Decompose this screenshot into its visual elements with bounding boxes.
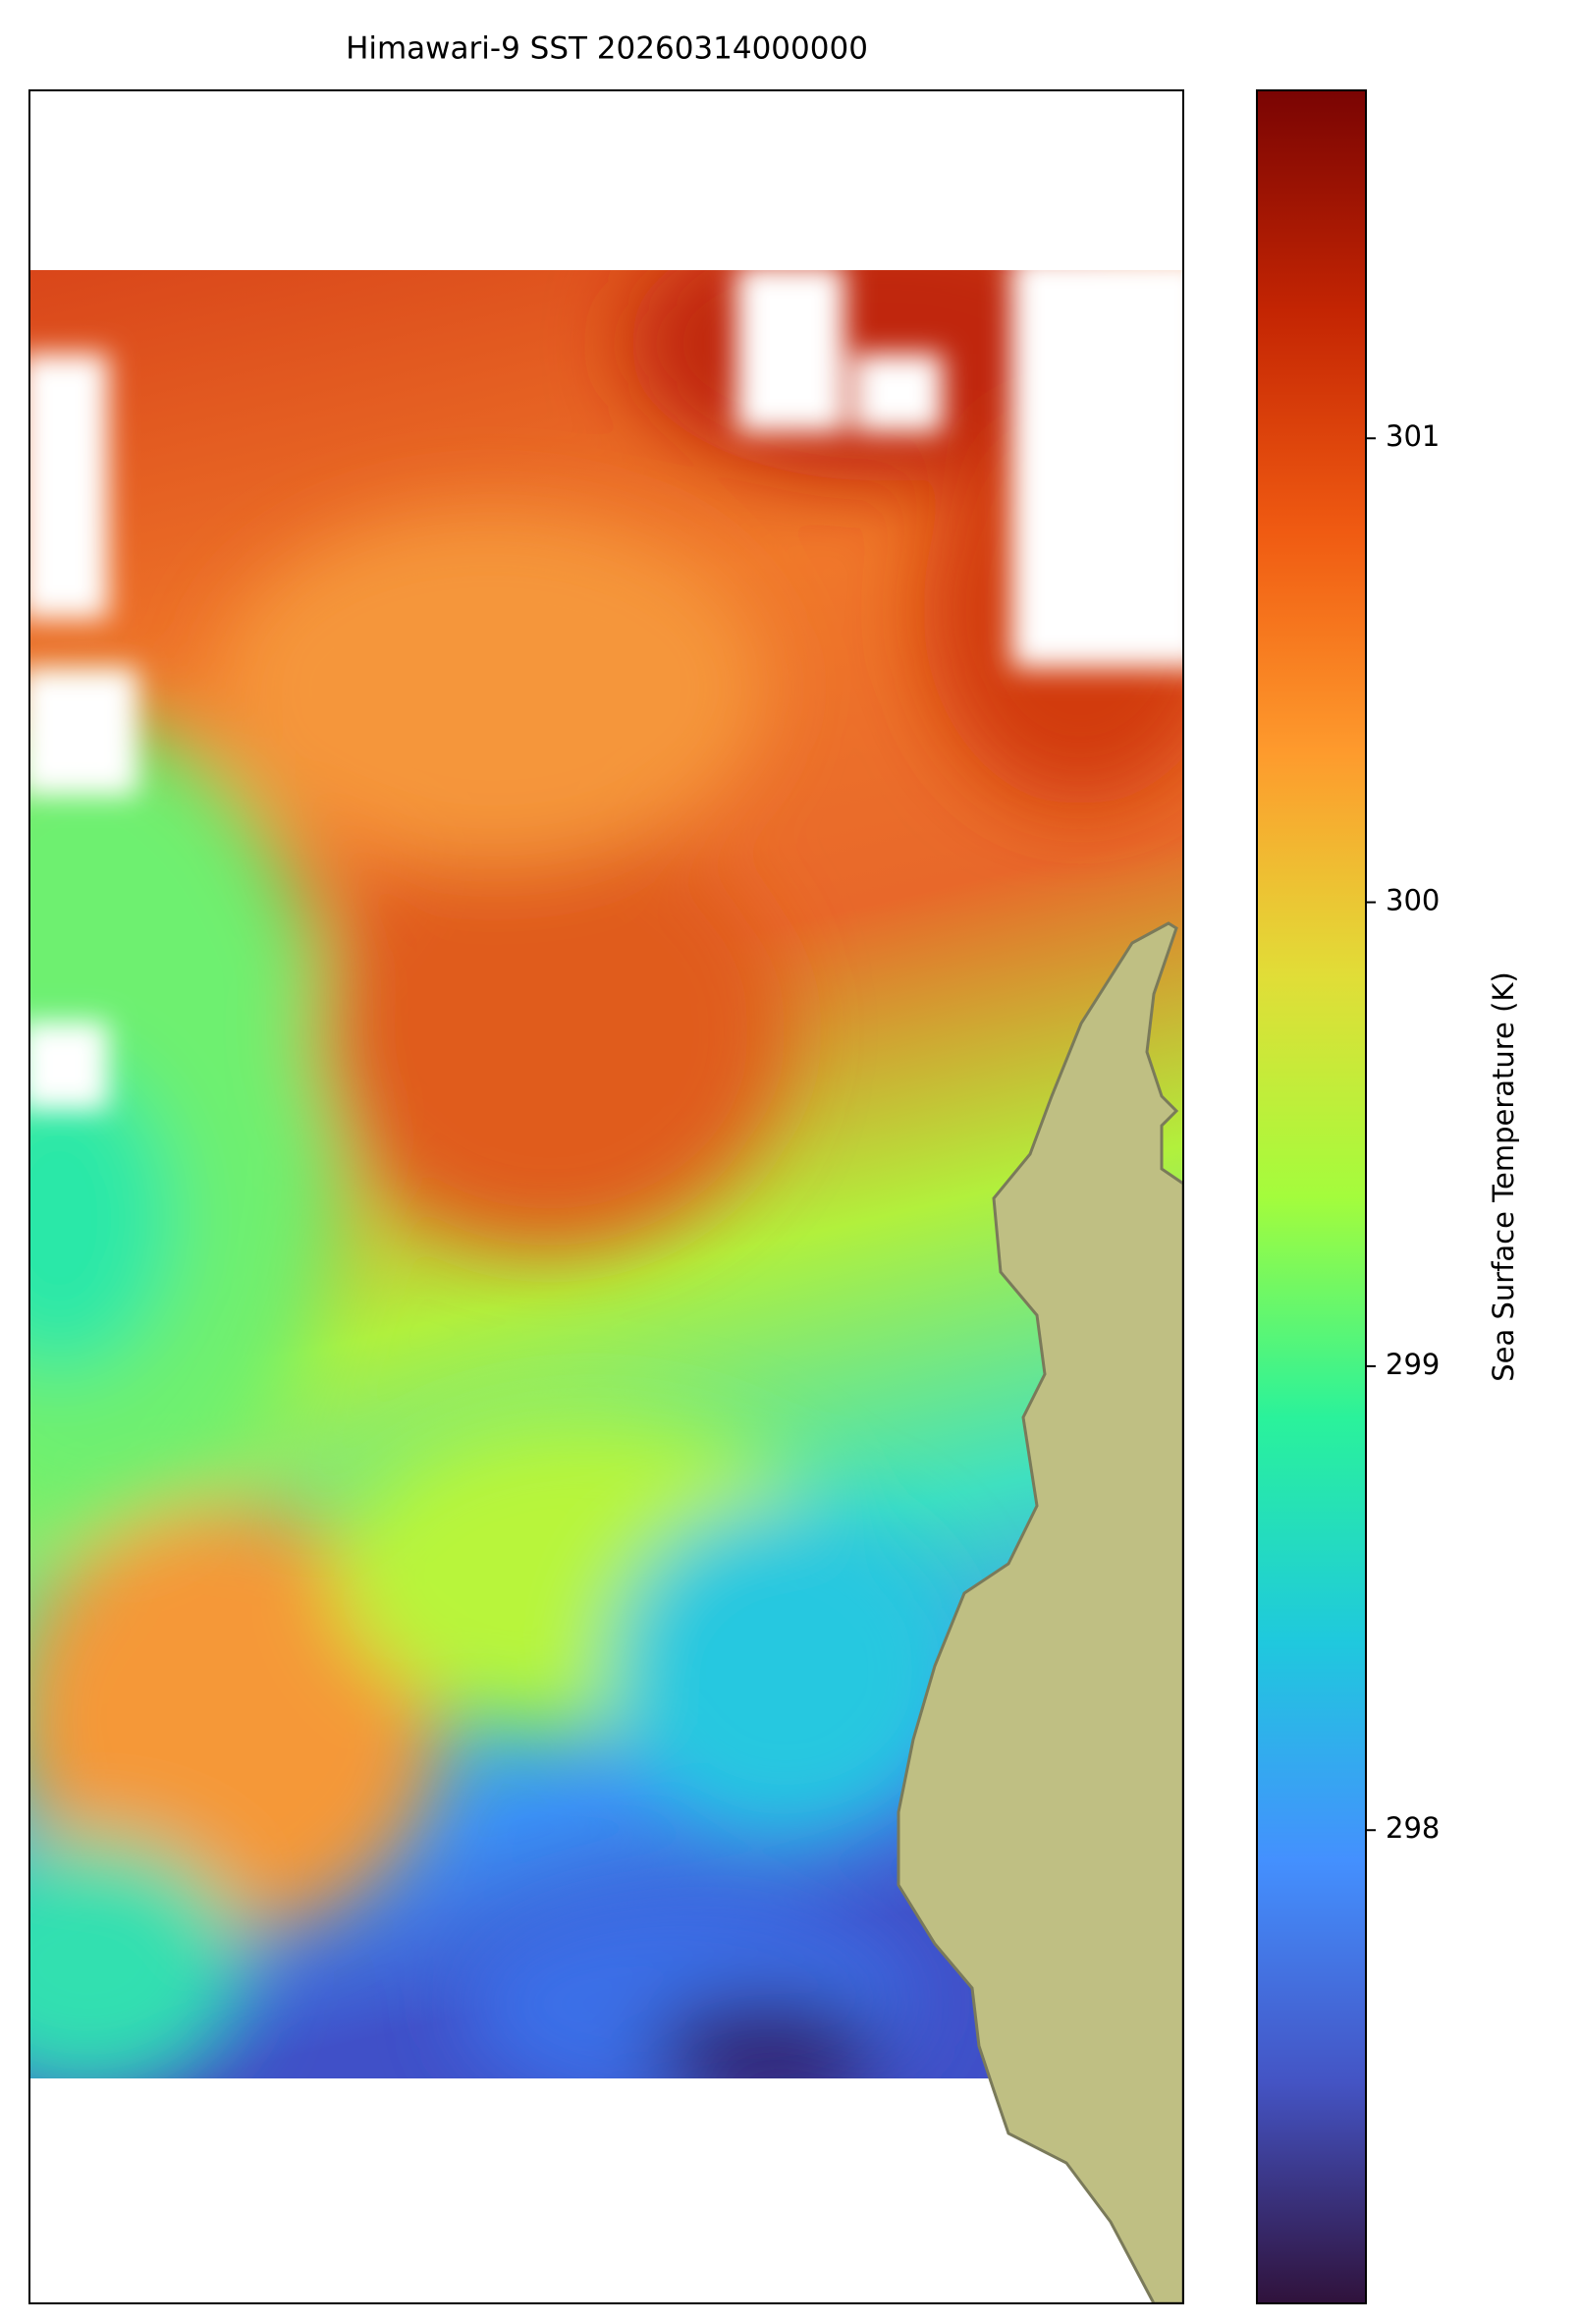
sst-field xyxy=(29,90,1183,2303)
colorbar-tick-label: 299 xyxy=(1386,1348,1440,1381)
colorbar-fill xyxy=(1256,89,1367,2304)
colorbar-tick-label: 298 xyxy=(1386,1811,1440,1845)
colorbar-tick-label: 301 xyxy=(1386,419,1440,453)
map-title: Himawari-9 SST 20260314000000 xyxy=(346,31,868,67)
colorbar-label: Sea Surface Temperature (K) xyxy=(1487,971,1520,1382)
colorbar-tick-label: 300 xyxy=(1386,884,1440,917)
colorbar: 298 299 300 301 xyxy=(1256,89,1440,2304)
map-frame xyxy=(28,89,1184,2304)
land xyxy=(897,921,1183,2303)
